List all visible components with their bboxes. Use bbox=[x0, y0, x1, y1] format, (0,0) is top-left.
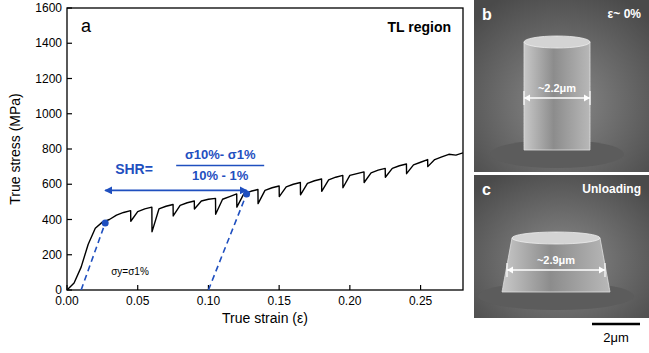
image-caption: ε~ 0% bbox=[608, 7, 642, 21]
x-tick bbox=[349, 285, 350, 290]
sem-pillar bbox=[524, 42, 590, 150]
y-tick-label: 1600 bbox=[35, 1, 62, 15]
width-label: ~2.2μm bbox=[538, 82, 576, 94]
sem-image bbox=[474, 0, 649, 172]
yield-label: σy=σ1% bbox=[111, 266, 149, 277]
width-arrow bbox=[507, 269, 605, 270]
x-tick-label: 0.15 bbox=[267, 294, 291, 308]
scale-bar-label: 2μm bbox=[603, 330, 629, 345]
y-tick bbox=[67, 184, 72, 185]
y-tick-label: 400 bbox=[42, 213, 62, 227]
x-tick-label: 0.20 bbox=[338, 294, 362, 308]
y-tick-label: 1000 bbox=[35, 107, 62, 121]
offset-line bbox=[81, 223, 105, 290]
width-arrow-end bbox=[506, 263, 507, 277]
sem-pillar-top bbox=[512, 232, 600, 244]
width-arrow-head bbox=[524, 95, 590, 102]
x-axis-label: True strain (ε) bbox=[222, 310, 308, 326]
width-arrow-end bbox=[523, 91, 524, 105]
width-arrow-end bbox=[589, 91, 590, 105]
sem-pillar bbox=[502, 238, 610, 292]
width-arrow-head bbox=[507, 267, 605, 274]
y-axis-label: True stress (MPa) bbox=[7, 93, 23, 205]
y-tick bbox=[67, 78, 72, 79]
width-arrow-end bbox=[604, 263, 605, 277]
sem-pillar-top bbox=[524, 36, 590, 48]
offset-line bbox=[208, 194, 246, 290]
x-tick bbox=[137, 285, 138, 290]
x-tick bbox=[279, 285, 280, 290]
width-label: ~2.9μm bbox=[537, 254, 575, 266]
y-tick bbox=[67, 219, 72, 220]
y-tick-label: 1400 bbox=[35, 36, 62, 50]
y-tick bbox=[67, 7, 72, 8]
shr-arrow bbox=[105, 190, 246, 192]
stress-strain-curve bbox=[67, 153, 463, 290]
y-tick bbox=[67, 113, 72, 114]
y-tick bbox=[67, 254, 72, 255]
plot-frame bbox=[67, 8, 463, 290]
width-arrow bbox=[524, 97, 590, 98]
x-tick bbox=[420, 285, 421, 290]
y-tick bbox=[67, 43, 72, 44]
x-tick-label: 0.05 bbox=[126, 294, 150, 308]
formula-lhs: SHR= bbox=[115, 161, 153, 177]
fraction-bar bbox=[176, 165, 264, 167]
chart-title: TL region bbox=[387, 19, 451, 35]
strain-point bbox=[102, 220, 109, 227]
x-tick-label: 0.25 bbox=[409, 294, 433, 308]
panel-label: c bbox=[482, 181, 491, 198]
formula-numerator: σ10%- σ1% bbox=[185, 147, 256, 162]
figure: 0.000.050.100.150.200.250200400600800100… bbox=[0, 0, 649, 353]
strain-point bbox=[243, 190, 250, 197]
y-tick-label: 1200 bbox=[35, 72, 62, 86]
scale-bar bbox=[592, 323, 640, 326]
x-tick-label: 0.10 bbox=[197, 294, 221, 308]
y-tick-label: 200 bbox=[42, 248, 62, 262]
sem-image bbox=[474, 175, 649, 318]
y-tick bbox=[67, 148, 72, 149]
panel-label: a bbox=[81, 16, 92, 36]
plot-area bbox=[67, 153, 463, 290]
panel-label: b bbox=[482, 6, 492, 23]
image-caption: Unloading bbox=[582, 182, 641, 196]
y-tick-label: 0 bbox=[55, 283, 62, 297]
y-tick-label: 800 bbox=[42, 142, 62, 156]
formula-denominator: 10% - 1% bbox=[192, 168, 249, 183]
y-tick-label: 600 bbox=[42, 177, 62, 191]
